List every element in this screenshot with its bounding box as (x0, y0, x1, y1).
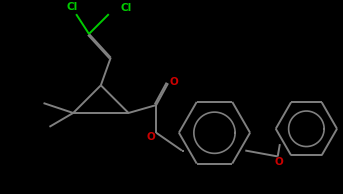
Text: Cl: Cl (121, 3, 132, 13)
Text: O: O (274, 157, 283, 167)
Text: O: O (169, 77, 178, 87)
Text: O: O (147, 132, 156, 142)
Text: Cl: Cl (67, 2, 78, 12)
